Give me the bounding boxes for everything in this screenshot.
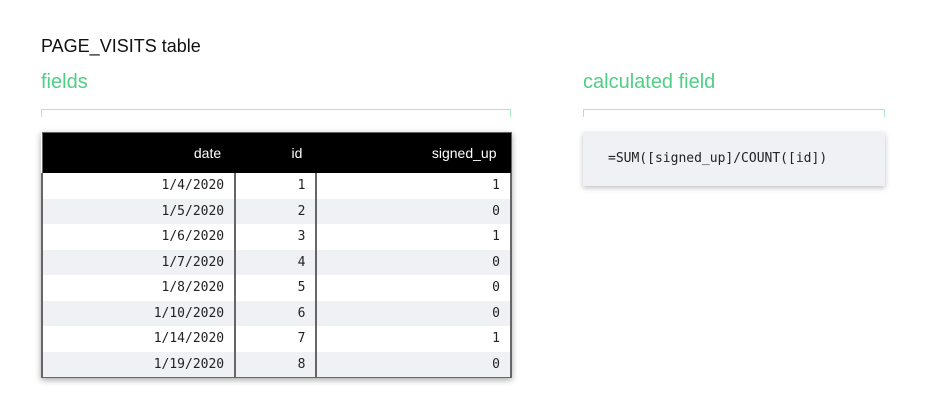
table-cell: 1/19/2020 <box>40 351 237 378</box>
table-cell: 1 <box>315 326 512 352</box>
table-cell: 2 <box>234 198 318 224</box>
table-cell: 6 <box>234 300 318 326</box>
table-row: 1/5/2020 2 0 <box>40 198 512 224</box>
table-cell: 1/6/2020 <box>40 224 237 250</box>
table-cell: 5 <box>234 275 318 301</box>
table-cell: 1/10/2020 <box>40 300 237 326</box>
calculated-field-bracket <box>583 109 885 117</box>
table-cell: 0 <box>315 275 512 301</box>
page-title: PAGE_VISITS table <box>41 36 201 56</box>
table-row: 1/8/2020 5 0 <box>40 275 512 301</box>
table-cell: 1/5/2020 <box>40 198 237 224</box>
table-cell: 0 <box>315 300 512 326</box>
column-header-signed-up: signed_up <box>316 132 511 173</box>
table-cell: 7 <box>234 326 318 352</box>
table-cell: 1/7/2020 <box>40 249 237 275</box>
table-row: 1/10/2020 6 0 <box>40 300 512 326</box>
fields-label: fields <box>41 71 88 93</box>
page-visits-table: date id signed_up 1/4/2020 1 1 1/5/2020 2 0 1/… <box>40 132 512 378</box>
table-cell: 0 <box>315 198 512 224</box>
table-cell: 4 <box>234 249 318 275</box>
table-cell: 1/14/2020 <box>40 326 237 352</box>
table-cell: 0 <box>315 249 512 275</box>
table-cell: 1 <box>315 224 512 250</box>
table-row: 1/4/2020 1 1 <box>40 173 512 199</box>
formula-box: =SUM([signed_up]/COUNT([id]) <box>583 132 885 186</box>
table-cell: 1/8/2020 <box>40 275 237 301</box>
table-cell: 1 <box>234 173 318 199</box>
table-cell: 3 <box>234 224 318 250</box>
table-row: 1/6/2020 3 1 <box>40 224 512 250</box>
table-cell: 0 <box>315 351 512 378</box>
column-header-id: id <box>235 132 317 173</box>
fields-bracket <box>41 109 511 117</box>
table-row: 1/7/2020 4 0 <box>40 249 512 275</box>
table-cell: 1 <box>315 173 512 199</box>
table-row: 1/19/2020 8 0 <box>40 351 512 378</box>
calculated-field-label: calculated field <box>583 71 716 93</box>
table-cell: 8 <box>234 351 318 378</box>
column-header-date: date <box>42 132 236 173</box>
table-row: 1/14/2020 7 1 <box>40 326 512 352</box>
table-cell: 1/4/2020 <box>40 173 237 199</box>
